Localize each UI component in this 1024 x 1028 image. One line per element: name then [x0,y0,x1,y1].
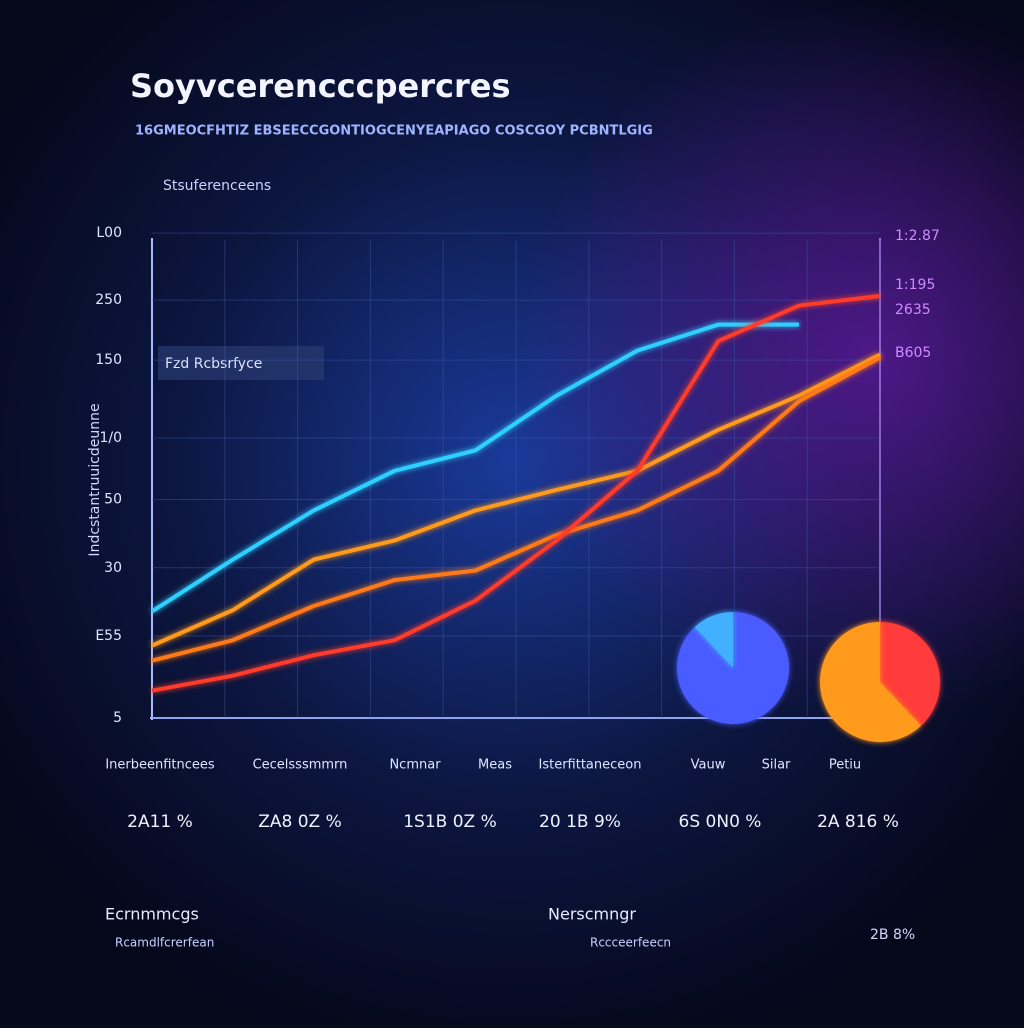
right-label: 1:2.87 [895,228,940,244]
category-label: Silar [762,758,791,773]
stat-value: 1S1B 0Z % [403,812,497,832]
pie-slice [694,612,733,668]
y-axis-label: Indcstantruuicdeunne [87,403,103,556]
category-label: Meas [478,758,512,773]
category-label: Vauw [691,758,726,773]
pie-slice [677,612,790,724]
category-label: Petiu [829,758,861,773]
footer-title: Ecrnmmcgs [105,905,199,924]
series-line [150,322,800,614]
category-label: Ncmnar [389,758,441,773]
y-tick-label: 5 [113,710,122,726]
legend-box [158,346,324,380]
y-tick-label: 50 [104,491,122,507]
y-tick-label: 30 [104,560,122,576]
stat-value: 2A 816 % [817,812,899,832]
category-label: Isterfittaneceon [539,758,642,773]
y-tick-label: L00 [96,225,122,241]
stat-value: 2A11 % [127,812,193,832]
series-line [151,352,881,648]
stat-value: 20 1B 9% [539,812,621,832]
footer-title: Nerscmngr [548,905,636,924]
y-tick-label: E55 [95,628,122,644]
series-line [151,355,881,663]
category-label: Cecelsssmmrn [253,758,348,773]
right-label: B605 [895,345,931,361]
legend: Fzd Rcbsrfyce [165,356,262,372]
category-label: Inerbeenfitncees [105,758,215,773]
pie-slice [820,622,922,743]
title: Soyvcerencccpercres [130,67,510,105]
y-tick-label: 150 [95,352,122,368]
y-tick-label: 250 [95,292,122,308]
stat-value: ZA8 0Z % [258,812,342,832]
series-line [151,294,881,693]
footer-value: 2B 8% [870,927,915,943]
stat-value: 6S 0N0 % [679,812,762,832]
right-label: 1:195 [895,277,935,293]
section-label: Stsuferenceens [163,178,271,194]
footer-text: Rccceerfeecn [590,936,671,950]
footer-text: Rcamdlfcrerfean [115,936,214,950]
right-label: 2635 [895,302,931,318]
pie-slice [880,622,940,726]
subtitle: 16GMEOCFHTIZ EBSEECCGONTIOGCENYEAPIAGO C… [135,124,653,139]
y-tick-label: 1/0 [99,430,122,446]
